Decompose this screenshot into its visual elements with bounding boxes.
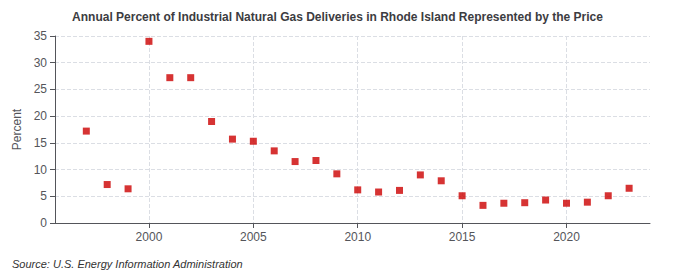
svg-text:2000: 2000 (136, 230, 163, 244)
svg-text:Annual Percent of Industrial N: Annual Percent of Industrial Natural Gas… (72, 10, 603, 24)
svg-text:2005: 2005 (240, 230, 267, 244)
svg-text:2010: 2010 (344, 230, 371, 244)
svg-text:0: 0 (40, 216, 47, 230)
svg-text:15: 15 (34, 136, 48, 150)
svg-text:5: 5 (40, 189, 47, 203)
svg-text:30: 30 (34, 56, 48, 70)
svg-text:25: 25 (34, 82, 48, 96)
svg-text:35: 35 (34, 29, 48, 43)
svg-text:2015: 2015 (449, 230, 476, 244)
svg-text:2020: 2020 (553, 230, 580, 244)
svg-text:20: 20 (34, 109, 48, 123)
svg-text:Percent: Percent (10, 108, 24, 150)
svg-text:10: 10 (34, 163, 48, 177)
svg-text:Source: U.S. Energy Informatio: Source: U.S. Energy Information Administ… (12, 258, 243, 270)
